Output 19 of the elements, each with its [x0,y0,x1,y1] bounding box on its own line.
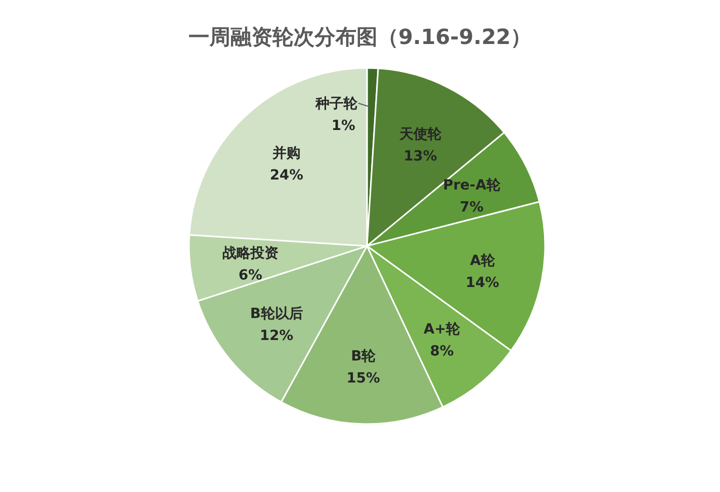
data-label: 13% [404,148,438,164]
slice-label: 战略投资 [222,246,278,262]
data-label: 1% [331,118,356,134]
slice-label: Pre-A轮 [443,178,502,194]
data-label: 15% [346,370,380,386]
chart-title: 一周融资轮次分布图（9.16-9.22） [188,25,532,49]
slice-label: B轮 [350,348,377,364]
slice-label: B轮以后 [250,304,303,322]
slice-label: 天使轮 [398,126,442,142]
data-label: 14% [466,275,500,292]
slice-label: 种子轮 [314,96,358,112]
data-label: 8% [430,344,454,360]
slice-label: 并购 [272,144,301,162]
slice-label: A轮 [470,253,496,270]
data-label: 12% [260,328,294,344]
data-label: 6% [238,268,262,284]
data-label: 24% [270,167,304,184]
data-label: 7% [460,200,484,216]
slice-label: A+轮 [424,322,462,338]
